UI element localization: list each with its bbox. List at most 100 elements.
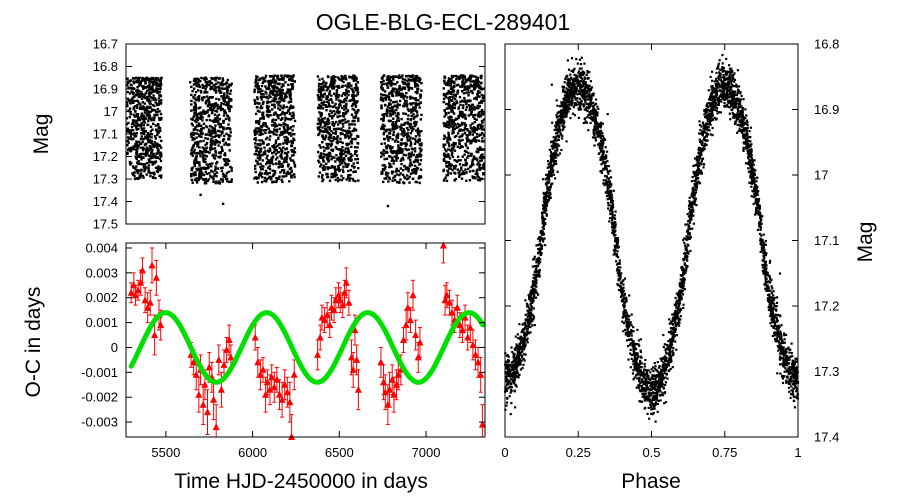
lc-point	[280, 178, 283, 181]
lc-point	[393, 175, 396, 178]
phase-point	[677, 298, 680, 301]
phase-point	[565, 140, 568, 143]
lc-point	[392, 109, 395, 112]
lc-point	[149, 88, 152, 91]
lc-point	[414, 138, 417, 141]
lc-point	[274, 158, 278, 161]
lc-point	[190, 152, 194, 155]
lc-point	[127, 80, 130, 84]
lc-point	[158, 135, 162, 139]
lc-point	[478, 156, 482, 160]
lc-point	[262, 111, 265, 114]
lc-point	[325, 81, 328, 85]
phase-point	[749, 176, 752, 179]
lc-point	[270, 159, 273, 162]
lc-point	[345, 120, 349, 124]
lc-point	[405, 105, 409, 108]
lc-point	[271, 174, 275, 178]
oc-frame	[125, 242, 486, 438]
lc-point	[352, 162, 355, 165]
lc-point	[136, 92, 139, 95]
phase-point	[768, 296, 771, 299]
lc-point	[291, 83, 294, 86]
phase-point	[719, 111, 722, 114]
lc-point	[224, 141, 227, 145]
lc-point	[286, 140, 290, 143]
lc-point	[143, 143, 147, 146]
lc-point	[216, 107, 219, 110]
lc-point	[264, 162, 268, 166]
lc-point	[157, 102, 161, 106]
lc-point	[264, 85, 267, 88]
lc-point	[461, 172, 464, 175]
lc-point	[354, 89, 358, 92]
lc-point	[269, 149, 272, 152]
lc-point	[197, 122, 201, 125]
lc-point	[286, 75, 289, 79]
lc-point	[213, 172, 216, 176]
lc-point	[384, 165, 387, 169]
lc-point	[268, 110, 271, 113]
lc-point	[192, 105, 196, 109]
phase-point	[701, 122, 705, 125]
lc-point	[193, 178, 197, 181]
lc-point	[287, 172, 290, 176]
lc-point	[454, 164, 458, 168]
lc-point	[133, 133, 136, 137]
lc-point	[126, 104, 129, 108]
lc-point	[280, 77, 283, 81]
lc-point	[127, 99, 131, 102]
lc-point	[447, 153, 450, 156]
lc-point	[150, 86, 153, 89]
lc-point	[321, 166, 325, 169]
lc-point	[270, 131, 273, 134]
lc-point	[329, 136, 333, 139]
lc-point	[194, 82, 198, 86]
lc-point	[418, 181, 421, 185]
lc-point	[254, 139, 258, 142]
lc-point	[132, 80, 135, 83]
lc-point	[198, 164, 201, 167]
lc-point	[159, 166, 163, 169]
lc-point	[217, 123, 220, 126]
lc-point	[259, 162, 262, 166]
lc-point	[278, 146, 281, 150]
lc-point	[457, 83, 460, 87]
lc-point	[159, 87, 162, 90]
lc-point	[454, 74, 458, 78]
lc-point	[380, 86, 383, 89]
phase-point	[623, 296, 626, 299]
lc-point	[327, 99, 330, 102]
lc-point	[386, 77, 389, 80]
lc-point	[280, 151, 284, 154]
lc-point	[418, 143, 422, 147]
lc-point	[390, 156, 394, 159]
lc-point	[139, 107, 143, 110]
lc-point	[480, 128, 484, 131]
lc-point	[284, 96, 287, 99]
lc-point	[452, 89, 456, 93]
lc-point	[480, 119, 484, 123]
oc-point	[262, 390, 270, 398]
lc-point	[482, 172, 485, 175]
lc-point	[208, 151, 211, 154]
lc-point	[272, 78, 275, 81]
lc-point	[442, 97, 446, 101]
lc-point	[276, 82, 279, 86]
phase-point	[714, 94, 717, 97]
lc-point	[414, 85, 417, 88]
lc-point	[262, 122, 265, 125]
lc-point	[389, 150, 393, 153]
lc-point	[149, 132, 152, 136]
lc-y-tick-label: 16.7	[93, 37, 118, 52]
lc-point	[394, 91, 398, 94]
lc-point	[396, 125, 399, 128]
lc-point	[288, 88, 292, 91]
lc-point	[257, 176, 260, 180]
lc-point	[328, 91, 331, 95]
lc-point	[477, 107, 480, 110]
lc-point	[335, 98, 338, 101]
lc-point	[352, 97, 355, 101]
lc-point	[193, 164, 197, 168]
oc-point	[354, 385, 362, 393]
